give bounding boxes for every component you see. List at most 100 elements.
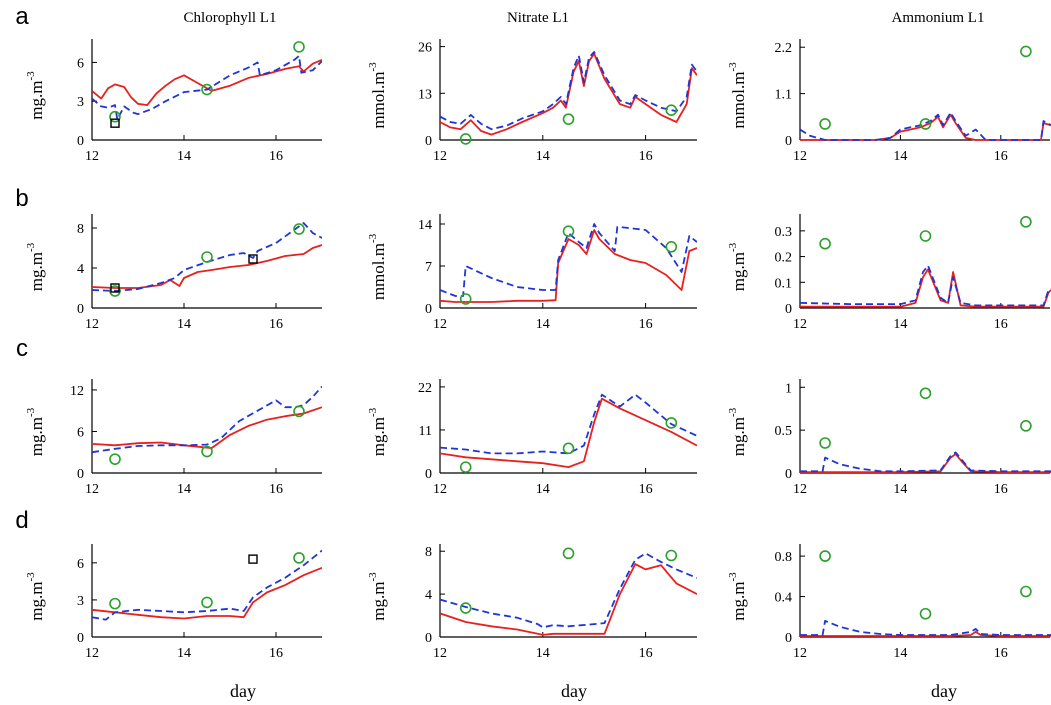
x-tick-label: 14 (893, 317, 907, 332)
x-tick-label: 16 (994, 646, 1008, 661)
y-tick-label: 4 (425, 588, 432, 603)
observation-circle (459, 293, 472, 305)
y-tick-label: 11 (419, 424, 432, 439)
observation-circle (919, 230, 932, 242)
x-tick-label: 16 (269, 646, 283, 661)
x-tick-label: 12 (793, 646, 807, 661)
y-tick-label: 26 (418, 41, 432, 56)
observation-circle (109, 285, 121, 297)
x-tick-label: 14 (893, 646, 907, 661)
series-line-dashed (92, 549, 322, 621)
observation-square (110, 283, 120, 293)
observation-square (248, 254, 258, 264)
y-tick-label: 0.5 (775, 424, 793, 439)
y-tick-label: 0.8 (775, 550, 793, 565)
y-axis-label: mg.m-3 (25, 572, 46, 621)
observation-circle (562, 225, 575, 237)
panel-d3: 0 0.4 0.8 12 14 16 mg.m-3 (727, 544, 1051, 661)
panel-a3: 0 1.1 2.2 12 14 16 mmol.m-3 (727, 39, 1051, 164)
row-letter-d: d (15, 507, 28, 534)
x-tick-label: 14 (893, 149, 907, 164)
series-line-dashed (800, 264, 1051, 307)
series-line-solid (800, 631, 1051, 637)
plot-area (800, 111, 1051, 141)
plot-area (92, 55, 322, 121)
x-tick-label: 12 (85, 482, 99, 497)
y-axis-label: mg.m-3 (727, 572, 748, 621)
x-tick-label: 14 (536, 317, 550, 332)
x-tick-label: 12 (793, 482, 807, 497)
plot-area (92, 549, 322, 621)
observation-circle (293, 405, 305, 418)
observation-circle (819, 550, 831, 562)
y-tick-label: 12 (70, 384, 84, 399)
x-tick-label: 16 (639, 482, 653, 497)
y-tick-label: 7 (425, 260, 432, 275)
y-axis-label: mg.m-3 (25, 71, 46, 120)
y-axis-label: mmol.m-3 (367, 233, 388, 300)
observation-circle (1020, 420, 1032, 432)
y-tick-label: 0 (785, 631, 792, 646)
series-line-dashed (92, 385, 322, 454)
observation-circle (459, 461, 472, 473)
panel-c1: 0 6 12 12 14 16 mg.m-3 (25, 379, 322, 497)
column-title-chlorophyll: Chlorophyll L1 (184, 10, 277, 26)
panel-c2: 0 11 22 12 14 16 mg.m-3 (367, 379, 697, 497)
y-tick-label: 0.2 (775, 251, 793, 266)
y-tick-label: 6 (77, 56, 84, 71)
observation-circle (109, 453, 121, 465)
row-letter-b: b (15, 185, 28, 212)
x-tick-label: 14 (536, 646, 550, 661)
x-tick-label: 12 (85, 646, 99, 661)
y-tick-label: 0 (77, 631, 84, 646)
series-line-solid (800, 453, 1051, 474)
observation-circle (665, 417, 678, 429)
observation-circle (1020, 216, 1032, 228)
y-tick-label: 1.1 (775, 88, 793, 103)
plot-area (800, 451, 1051, 474)
x-tick-label: 12 (433, 482, 447, 497)
y-tick-label: 8 (77, 222, 84, 237)
x-tick-label: 16 (994, 149, 1008, 164)
observation-circle (109, 110, 121, 123)
y-tick-label: 6 (77, 557, 84, 572)
y-tick-label: 0.4 (775, 591, 793, 606)
observation-circle (562, 547, 575, 560)
y-axis-label: mmol.m-3 (727, 62, 748, 129)
observation-circle (919, 118, 932, 130)
series-line-solid (440, 397, 697, 469)
column-title-nitrate: Nitrate L1 (507, 10, 569, 26)
observation-circle (919, 387, 932, 400)
plot-area (92, 385, 322, 454)
y-tick-label: 0.1 (775, 276, 793, 291)
observation-circle (665, 549, 678, 562)
x-tick-label: 16 (639, 317, 653, 332)
observation-circle (293, 41, 305, 53)
y-axis-label: mg.m-3 (25, 407, 46, 456)
y-tick-label: 8 (425, 545, 432, 560)
panel-b1: 0 4 8 12 14 16 mg.m-3 (25, 214, 322, 332)
y-tick-label: 0 (77, 467, 84, 482)
observation-circle (459, 602, 472, 614)
x-tick-label: 12 (433, 149, 447, 164)
y-tick-label: 0 (785, 302, 792, 317)
row-letter-c: c (16, 335, 28, 362)
series-line-solid (440, 52, 697, 136)
series-line-dashed (800, 111, 1051, 141)
observation-circle (819, 237, 831, 250)
x-tick-label: 12 (433, 646, 447, 661)
plot-area (92, 222, 322, 292)
x-tick-label: 14 (177, 149, 191, 164)
plot-area (440, 552, 697, 636)
plot-area (440, 51, 697, 136)
y-tick-label: 0 (425, 467, 432, 482)
y-tick-label: 22 (418, 381, 432, 396)
x-tick-label: 12 (85, 317, 99, 332)
panel-a2: 0 13 26 12 14 16 mmol.m-3 (367, 39, 697, 164)
y-tick-label: 0 (425, 302, 432, 317)
y-tick-label: 0.3 (775, 225, 793, 240)
row-letter-a: a (15, 3, 29, 30)
x-tick-label: 14 (536, 482, 550, 497)
plot-area (800, 264, 1051, 308)
